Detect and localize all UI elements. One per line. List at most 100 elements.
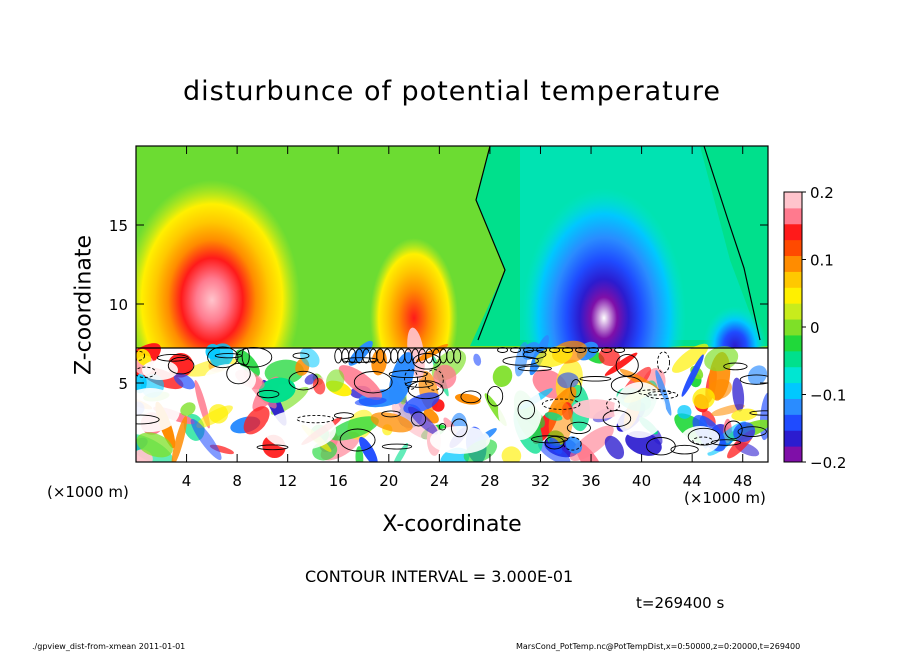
- turbulent-contour: [460, 390, 482, 404]
- wave-contour: [453, 348, 462, 364]
- turbulent-contour: [579, 376, 612, 382]
- turbulent-contour: [670, 444, 699, 455]
- colorbar-swatch: [784, 271, 802, 288]
- wave-contour: [536, 347, 548, 353]
- turbulent-contour: [136, 366, 157, 378]
- turbulent-contour: [296, 414, 335, 424]
- turbulent-blob: [569, 425, 614, 462]
- turbulent-contour: [739, 374, 768, 385]
- turbulent-blob: [329, 416, 379, 441]
- x-tick-label: 24: [430, 472, 449, 490]
- turbulent-contour: [410, 411, 427, 427]
- colorbar-swatch: [784, 334, 802, 352]
- turbulent-contour: [424, 369, 444, 391]
- y-axis: 5 10 15: [109, 217, 768, 393]
- turbulent-contour: [602, 410, 632, 428]
- colorbar-swatch: [784, 287, 802, 304]
- turbulent-blob: [326, 369, 345, 392]
- turbulent-blob: [557, 372, 579, 389]
- turbulent-contour: [570, 379, 582, 398]
- x-tick-label: 36: [581, 472, 600, 490]
- colorbar-tick-label: 0.1: [810, 252, 834, 270]
- turbulent-blob: [565, 436, 583, 454]
- turbulent-blob: [355, 446, 364, 462]
- turbulent-blob: [681, 354, 704, 397]
- turbulent-blob: [243, 406, 270, 435]
- turbulent-blob: [704, 346, 739, 372]
- x-tick-label: 12: [278, 472, 297, 490]
- turbulent-white-patch: [204, 364, 256, 396]
- turbulent-contour: [541, 398, 581, 410]
- turbulent-contour: [156, 353, 189, 362]
- x-tick-label: 20: [379, 472, 398, 490]
- wave-contour: [549, 347, 561, 353]
- turbulent-contour: [646, 437, 676, 456]
- turbulent-blob: [338, 365, 383, 401]
- turbulent-contour: [207, 346, 239, 369]
- colorbar-tick-label: −0.1: [810, 387, 846, 405]
- colorbar: 0.2 0.1 0 −0.1 −0.2: [783, 184, 846, 472]
- x-tick-label: 16: [329, 472, 348, 490]
- turbulent-contour: [381, 443, 413, 450]
- colorbar-tick-label: 0: [810, 319, 820, 337]
- turbulent-contour: [381, 410, 401, 418]
- x-axis: 4 8 12 16 20 24 28 32 36 40 44 48: [182, 146, 752, 490]
- turbulent-blob: [473, 353, 482, 366]
- colorbar-swatch: [784, 192, 802, 209]
- colorbar-swatch: [784, 414, 802, 431]
- turbulent-contour: [687, 427, 721, 446]
- y-tick-label: 15: [109, 217, 128, 235]
- wave-contour: [562, 347, 574, 353]
- turbulent-contour: [333, 412, 355, 419]
- turbulent-blob: [671, 343, 709, 373]
- turbulent-contour: [646, 390, 679, 400]
- turbulent-blob: [312, 377, 326, 395]
- turbulent-blob: [300, 347, 320, 368]
- turbulent-contour: [214, 353, 243, 359]
- turbulent-blob: [136, 348, 152, 366]
- wave-contour: [614, 347, 626, 353]
- turbulent-contour: [241, 347, 250, 366]
- turbulent-blob: [692, 387, 715, 410]
- colorbar-tick-label: 0.2: [810, 184, 834, 202]
- turbulent-contour: [339, 428, 376, 452]
- footer-data-source: MarsCond_PotTemp.nc@PotTempDist,x=0:5000…: [516, 642, 801, 651]
- turbulent-white-patch: [498, 380, 542, 440]
- turbulent-contour: [637, 389, 672, 396]
- turbulent-contour: [517, 365, 552, 372]
- turbulent-contour: [292, 352, 310, 359]
- turbulent-blob: [544, 412, 563, 421]
- turbulent-white-patch: [430, 426, 490, 454]
- turbulent-contour: [438, 423, 447, 431]
- turbulent-contour: [288, 370, 319, 391]
- turbulent-blob: [492, 365, 513, 387]
- turbulent-blob: [354, 397, 387, 406]
- turbulent-blob: [572, 399, 622, 419]
- turbulent-contour: [407, 380, 444, 400]
- x-tick-label: 8: [232, 472, 242, 490]
- colorbar-swatch: [784, 239, 802, 257]
- turbulent-contour: [724, 420, 743, 440]
- contour-interval-note: CONTOUR INTERVAL = 3.000E-01: [305, 567, 574, 586]
- colorbar-swatch: [784, 398, 802, 415]
- turbulent-blob: [136, 432, 173, 458]
- turbulent-contour: [606, 398, 620, 412]
- turbulent-contour: [136, 350, 146, 361]
- turbulent-blob: [173, 372, 195, 390]
- time-stamp: t=269400 s: [636, 594, 725, 612]
- turbulent-blob: [258, 377, 296, 403]
- wave-contour: [588, 347, 600, 353]
- turbulent-contour: [487, 385, 504, 407]
- turbulent-blob: [655, 369, 672, 416]
- turbulent-contour: [737, 426, 767, 437]
- footer-script-name: ./gpview_dist-from-xmean 2011-01-01: [32, 642, 186, 651]
- turbulent-blob: [454, 393, 481, 405]
- turbulent-blob: [538, 441, 571, 462]
- x-tick-label: 4: [182, 472, 192, 490]
- turbulent-contour: [723, 362, 748, 371]
- colorbar-swatch: [784, 350, 802, 368]
- turbulent-blob: [196, 405, 233, 428]
- turbulent-contour: [353, 371, 393, 394]
